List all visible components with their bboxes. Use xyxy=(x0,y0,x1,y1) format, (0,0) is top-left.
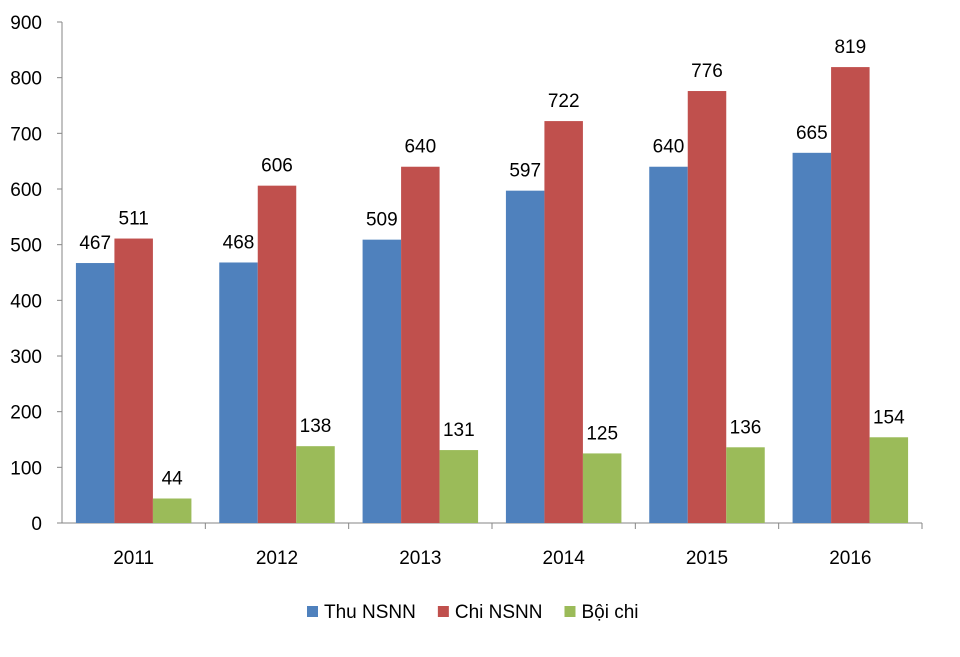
data-label: 606 xyxy=(261,156,293,177)
bar-thu-nsnn xyxy=(219,262,258,523)
x-tick-label: 2016 xyxy=(829,548,871,569)
data-label: 467 xyxy=(79,233,111,254)
x-tick-label: 2014 xyxy=(543,548,586,569)
x-tick-label: 2013 xyxy=(399,548,441,569)
data-label: 138 xyxy=(300,416,332,437)
legend-label: Thu NSNN xyxy=(324,602,416,623)
data-label: 125 xyxy=(586,423,618,444)
bar-chi-nsnn xyxy=(401,166,440,523)
y-tick-label: 400 xyxy=(10,291,42,312)
x-tick-label: 2015 xyxy=(686,548,728,569)
data-label: 640 xyxy=(404,137,436,158)
bar-chi-nsnn xyxy=(257,185,297,523)
data-label: 154 xyxy=(873,407,905,428)
bar-chi-nsnn xyxy=(687,91,727,523)
data-label: 665 xyxy=(796,123,828,144)
data-label: 511 xyxy=(119,209,149,230)
x-tick-label: 2011 xyxy=(113,548,154,569)
y-tick-label: 200 xyxy=(10,403,42,424)
data-label: 819 xyxy=(834,37,866,58)
data-label: 597 xyxy=(509,161,541,182)
bar-chi-nsnn xyxy=(544,121,583,523)
bar-chi-nsnn xyxy=(831,67,870,523)
x-tick-label: 2012 xyxy=(256,548,298,569)
bar-bội-chi xyxy=(582,453,622,523)
bar-thu-nsnn xyxy=(362,239,402,523)
y-tick-label: 100 xyxy=(10,458,42,479)
bar-bội-chi xyxy=(152,498,192,523)
data-label: 468 xyxy=(223,232,255,253)
data-label: 44 xyxy=(162,469,184,490)
bar-bội-chi xyxy=(439,450,479,523)
y-tick-label: 0 xyxy=(31,514,42,535)
y-tick-label: 800 xyxy=(10,69,42,90)
y-tick-label: 500 xyxy=(10,236,42,257)
data-label: 509 xyxy=(366,210,398,231)
bar-bội-chi xyxy=(869,437,909,523)
y-tick-label: 900 xyxy=(10,13,42,34)
legend-label: Chi NSNN xyxy=(455,602,543,623)
y-tick-label: 300 xyxy=(10,347,42,368)
legend-swatch xyxy=(307,606,318,617)
bar-thu-nsnn xyxy=(649,166,688,523)
bar-chi-nsnn xyxy=(114,238,153,523)
bar-thu-nsnn xyxy=(792,152,832,524)
bar-thu-nsnn xyxy=(75,263,115,523)
legend-swatch xyxy=(564,606,576,617)
legend-swatch xyxy=(437,606,449,617)
data-label: 776 xyxy=(691,61,723,82)
data-label: 640 xyxy=(653,137,685,158)
data-label: 136 xyxy=(730,417,762,438)
bar-thu-nsnn xyxy=(505,190,545,524)
y-tick-label: 600 xyxy=(10,180,42,201)
bar-bội-chi xyxy=(296,446,335,523)
y-tick-label: 700 xyxy=(10,124,42,145)
data-label: 722 xyxy=(548,91,580,112)
bar-bội-chi xyxy=(726,447,765,523)
legend-label: Bội chi xyxy=(581,602,638,623)
data-label: 131 xyxy=(443,420,475,441)
